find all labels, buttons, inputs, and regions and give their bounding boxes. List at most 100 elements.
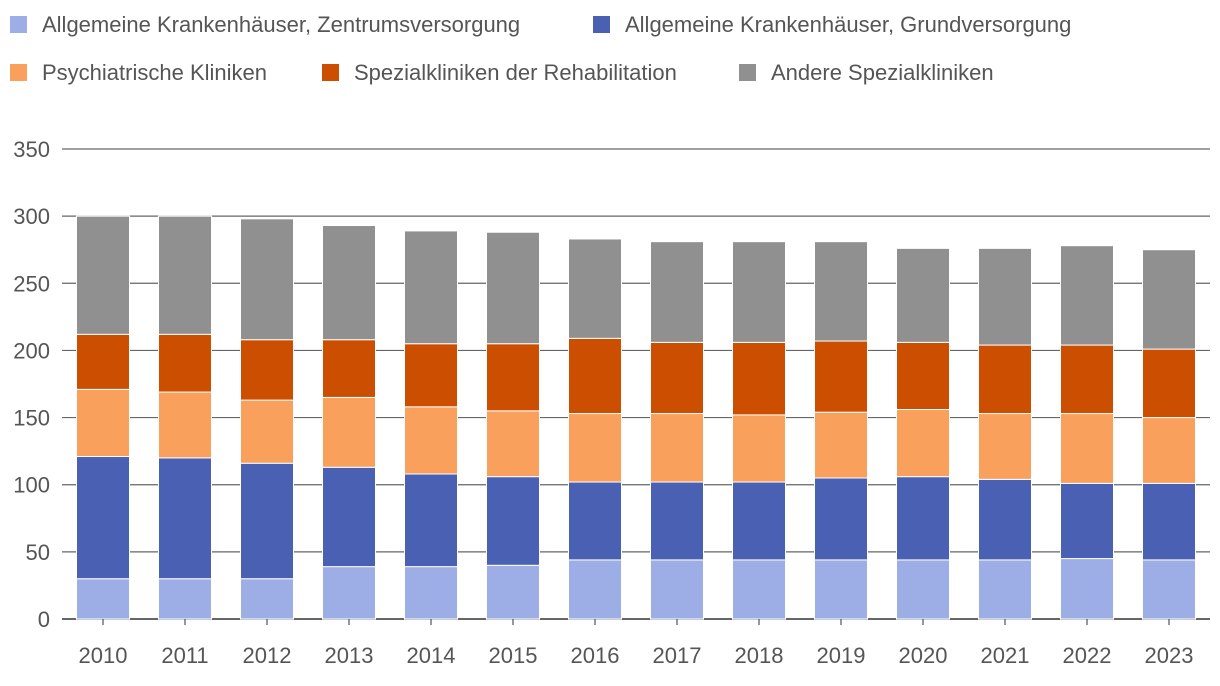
- bar-segment: [486, 410, 540, 478]
- x-tick-label: 2016: [571, 643, 620, 668]
- bar-segment: [158, 391, 212, 459]
- x-tick-label: 2018: [735, 643, 784, 668]
- bar-segment: [486, 476, 540, 566]
- bar-segment: [732, 341, 786, 416]
- x-tick-label: 2013: [325, 643, 374, 668]
- bar-segment: [404, 406, 458, 475]
- legend-label: Allgemeine Krankenhäuser, Zentrumsversor…: [42, 12, 520, 37]
- bar-segment: [322, 466, 376, 568]
- y-tick-label: 100: [13, 473, 50, 498]
- bar-segment: [896, 559, 950, 620]
- bar-segment: [158, 215, 212, 335]
- bar-segment: [1060, 245, 1114, 346]
- bar-segment: [240, 339, 294, 401]
- y-tick-label: 350: [13, 137, 50, 162]
- bar-segment: [896, 247, 950, 343]
- bar-segment: [1060, 344, 1114, 415]
- bar-segment: [814, 340, 868, 413]
- bar-segment: [650, 413, 704, 483]
- bar-segment: [1142, 417, 1196, 484]
- bar-segment: [486, 231, 540, 345]
- legend-label: Andere Spezialkliniken: [771, 60, 994, 85]
- bar-segment: [650, 241, 704, 343]
- x-tick-label: 2014: [407, 643, 456, 668]
- y-tick-label: 50: [26, 540, 50, 565]
- bar-segment: [158, 333, 212, 393]
- x-tick-label: 2017: [653, 643, 702, 668]
- bar-segment: [978, 478, 1032, 561]
- bar-segment: [978, 247, 1032, 346]
- bar-segment: [568, 559, 622, 620]
- bar-segment: [1142, 482, 1196, 561]
- bar-segment: [650, 559, 704, 620]
- bar-segment: [814, 241, 868, 342]
- bar-segment: [896, 409, 950, 478]
- bar-segment: [978, 344, 1032, 415]
- x-tick-label: 2011: [161, 643, 208, 668]
- bar-segment: [158, 457, 212, 580]
- bar-segment: [732, 241, 786, 343]
- x-tick-label: 2020: [899, 643, 948, 668]
- bar-segment: [404, 566, 458, 620]
- bar-segment: [1142, 559, 1196, 620]
- bar-segment: [732, 414, 786, 483]
- bar-segment: [76, 456, 130, 580]
- bar-segment: [404, 230, 458, 345]
- legend-swatch: [10, 16, 27, 33]
- y-tick-label: 300: [13, 204, 50, 229]
- bar-segment: [568, 238, 622, 339]
- bar-segment: [158, 578, 212, 620]
- bar-segment: [486, 343, 540, 412]
- legend-swatch: [593, 16, 610, 33]
- legend-label: Allgemeine Krankenhäuser, Grundversorgun…: [625, 12, 1071, 37]
- bar-segment: [896, 341, 950, 411]
- y-tick-label: 250: [13, 271, 50, 296]
- bar-segment: [240, 399, 294, 464]
- x-tick-label: 2021: [981, 643, 1030, 668]
- bar-segment: [978, 413, 1032, 480]
- bar-segment: [732, 481, 786, 561]
- bar-segment: [1060, 413, 1114, 484]
- bar-segment: [568, 413, 622, 483]
- bar-segment: [322, 339, 376, 398]
- y-tick-label: 0: [38, 607, 50, 632]
- bar-segment: [814, 411, 868, 479]
- legend-swatch: [10, 64, 27, 81]
- legend: Allgemeine Krankenhäuser, Zentrumsversor…: [10, 12, 1071, 85]
- y-axis: 0 50 100 150 200 250 300 350: [13, 137, 50, 632]
- bar-segment: [76, 578, 130, 620]
- bar-segment: [814, 559, 868, 620]
- bar-segment: [76, 215, 130, 335]
- bar-segment: [650, 341, 704, 415]
- x-tick-label: 2022: [1063, 643, 1112, 668]
- bar-segment: [896, 476, 950, 561]
- bar-segment: [814, 477, 868, 561]
- bar-segment: [322, 396, 376, 468]
- bar-segment: [240, 462, 294, 580]
- legend-swatch: [739, 64, 756, 81]
- y-tick-label: 150: [13, 406, 50, 431]
- bar-segment: [1060, 482, 1114, 560]
- bar-segment: [240, 218, 294, 341]
- legend-label: Spezialkliniken der Rehabilitation: [354, 60, 677, 85]
- bar-segment: [404, 343, 458, 408]
- bar-segment: [486, 564, 540, 620]
- bar-segment: [322, 225, 376, 341]
- bar-segment: [568, 481, 622, 561]
- bar-segment: [650, 481, 704, 561]
- bar-segment: [76, 388, 130, 458]
- bar-segment: [404, 473, 458, 568]
- x-tick-label: 2019: [817, 643, 866, 668]
- x-axis: 2010 2011 2012 2013 2014 2015 2016 2017 2018 2019…: [79, 619, 1194, 668]
- bar-segment: [978, 559, 1032, 620]
- legend-label: Psychiatrische Kliniken: [42, 60, 267, 85]
- y-tick-label: 200: [13, 338, 50, 363]
- bar-segment: [568, 337, 622, 415]
- bar-segment: [732, 559, 786, 620]
- bar-segment: [1142, 348, 1196, 419]
- bar-segment: [240, 578, 294, 620]
- x-tick-label: 2023: [1145, 643, 1194, 668]
- bars: [76, 215, 1196, 620]
- x-tick-label: 2015: [489, 643, 538, 668]
